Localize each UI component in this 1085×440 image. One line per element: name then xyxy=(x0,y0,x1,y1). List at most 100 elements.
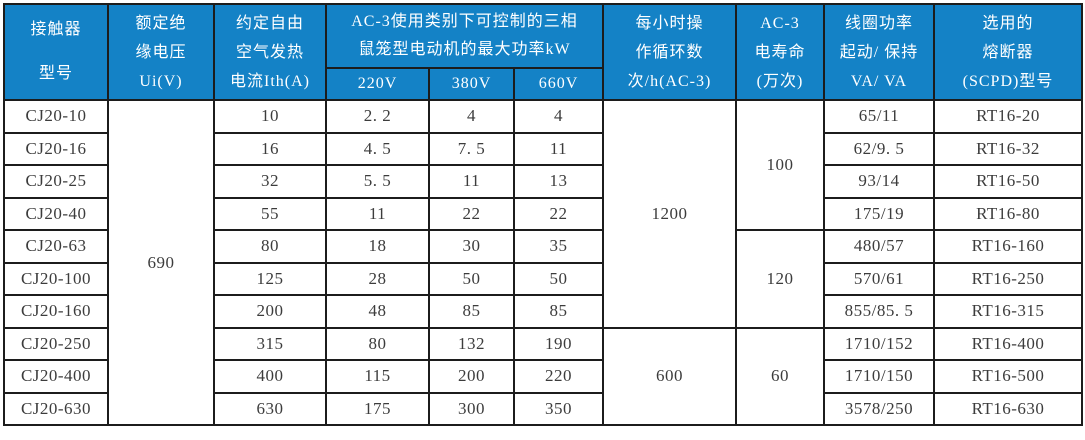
table-row: CJ20-100 125 28 50 50 570/61 RT16-250 xyxy=(3,261,1083,296)
header-insulation-voltage: 额定绝 缘电压 Ui(V) xyxy=(107,3,215,101)
cell-coil: 480/57 xyxy=(823,229,935,264)
cell-p660: 350 xyxy=(513,391,604,426)
cell-p660: 85 xyxy=(513,294,604,329)
cell-coil: 855/85. 5 xyxy=(823,294,935,329)
header-coil-line3: VA/ VA xyxy=(850,72,908,90)
header-life-line3: (万次) xyxy=(756,72,804,90)
cell-life-merged-60: 60 xyxy=(735,326,825,426)
cell-p660: 22 xyxy=(513,196,604,231)
cell-ith: 400 xyxy=(213,359,327,394)
table-header: 接触器 型号 额定绝 缘电压 Ui(V) 约定自由 空气发热 电流Ith(A) … xyxy=(3,3,1083,101)
cell-p380: 200 xyxy=(428,359,515,394)
cell-fuse: RT16-250 xyxy=(933,261,1083,296)
header-ith-line1: 约定自由 xyxy=(235,14,304,32)
cell-model: CJ20-63 xyxy=(3,229,109,264)
cell-model: CJ20-630 xyxy=(3,391,109,426)
cell-fuse: RT16-500 xyxy=(933,359,1083,394)
header-ui-line1: 额定绝 xyxy=(135,14,187,32)
cell-p380: 4 xyxy=(428,99,515,134)
cell-ith: 200 xyxy=(213,294,327,329)
header-coil-power: 线圈功率 起动/ 保持 VA/ VA xyxy=(823,3,935,101)
cell-coil: 1710/152 xyxy=(823,326,935,361)
cell-p220: 28 xyxy=(325,261,430,296)
cell-fuse: RT16-630 xyxy=(933,391,1083,426)
cell-model: CJ20-400 xyxy=(3,359,109,394)
cell-coil: 93/14 xyxy=(823,164,935,199)
cell-coil: 3578/250 xyxy=(823,391,935,426)
cell-coil: 62/9. 5 xyxy=(823,131,935,166)
cell-fuse: RT16-315 xyxy=(933,294,1083,329)
header-model-line1: 接触器 xyxy=(30,21,82,38)
header-model: 接触器 型号 xyxy=(3,3,109,101)
header-380v: 380V xyxy=(428,67,515,101)
header-cycles-per-hour: 每小时操 作循环数 次/h(AC-3) xyxy=(602,3,737,101)
header-fuse-line2: 熔断器 xyxy=(982,43,1034,61)
header-life-line2: 电寿命 xyxy=(754,43,806,61)
cell-model: CJ20-16 xyxy=(3,131,109,166)
header-660v: 660V xyxy=(513,67,604,101)
cell-life-merged-120: 120 xyxy=(735,229,825,329)
cell-p380: 11 xyxy=(428,164,515,199)
table-row: CJ20-16 16 4. 5 7. 5 11 62/9. 5 RT16-32 xyxy=(3,131,1083,166)
header-life-line1: AC-3 xyxy=(760,14,800,32)
header-cycles-line1: 每小时操 xyxy=(635,14,704,32)
table-body: CJ20-10 690 10 2. 2 4 4 1200 100 65/11 R… xyxy=(3,99,1083,426)
cell-model: CJ20-10 xyxy=(3,99,109,134)
header-power-group-line1: AC-3使用类别下可控制的三相 xyxy=(351,13,578,30)
cell-fuse: RT16-50 xyxy=(933,164,1083,199)
cell-ith: 32 xyxy=(213,164,327,199)
cell-p220: 115 xyxy=(325,359,430,394)
header-electrical-life: AC-3 电寿命 (万次) xyxy=(735,3,825,101)
header-coil-line2: 起动/ 保持 xyxy=(839,43,919,61)
cell-coil: 175/19 xyxy=(823,196,935,231)
cell-p660: 220 xyxy=(513,359,604,394)
header-ui-line3: Ui(V) xyxy=(139,72,183,90)
cell-p220: 5. 5 xyxy=(325,164,430,199)
cell-p220: 4. 5 xyxy=(325,131,430,166)
cell-life-merged-100: 100 xyxy=(735,99,825,231)
cell-coil: 65/11 xyxy=(823,99,935,134)
cell-p220: 11 xyxy=(325,196,430,231)
header-cycles-line3: 次/h(AC-3) xyxy=(627,72,712,90)
cell-cycles-merged-600: 600 xyxy=(602,326,737,426)
cell-p380: 30 xyxy=(428,229,515,264)
table-row: CJ20-63 80 18 30 35 120 480/57 RT16-160 xyxy=(3,229,1083,329)
table-row: CJ20-40 55 11 22 22 175/19 RT16-80 xyxy=(3,196,1083,231)
cell-p380: 132 xyxy=(428,326,515,361)
cell-p660: 35 xyxy=(513,229,604,264)
table-row: CJ20-160 200 48 85 85 855/85. 5 RT16-315 xyxy=(3,294,1083,329)
header-fuse-line1: 选用的 xyxy=(982,14,1034,32)
cell-ith: 80 xyxy=(213,229,327,264)
cell-ith: 16 xyxy=(213,131,327,166)
cell-ith: 630 xyxy=(213,391,327,426)
cell-coil: 1710/150 xyxy=(823,359,935,394)
header-power-group: AC-3使用类别下可控制的三相 鼠笼型电动机的最大功率kW xyxy=(325,3,604,69)
cell-p660: 190 xyxy=(513,326,604,361)
cell-p380: 50 xyxy=(428,261,515,296)
cell-model: CJ20-40 xyxy=(3,196,109,231)
cell-p220: 2. 2 xyxy=(325,99,430,134)
cell-p380: 300 xyxy=(428,391,515,426)
header-ith-line3: 电流Ith(A) xyxy=(230,72,310,90)
cell-ui-merged: 690 xyxy=(107,99,215,426)
cell-model: CJ20-25 xyxy=(3,164,109,199)
header-model-line2: 型号 xyxy=(38,65,73,82)
table-row: CJ20-630 630 175 300 350 3578/250 RT16-6… xyxy=(3,391,1083,426)
header-ith-line2: 空气发热 xyxy=(235,43,304,61)
cell-p660: 11 xyxy=(513,131,604,166)
header-fuse-type: 选用的 熔断器 (SCPD)型号 xyxy=(933,3,1083,101)
cell-p660: 50 xyxy=(513,261,604,296)
contactor-spec-table: 接触器 型号 额定绝 缘电压 Ui(V) 约定自由 空气发热 电流Ith(A) … xyxy=(3,3,1083,426)
cell-fuse: RT16-160 xyxy=(933,229,1083,264)
cell-p380: 22 xyxy=(428,196,515,231)
cell-p660: 13 xyxy=(513,164,604,199)
table-row: CJ20-250 315 80 132 190 600 60 1710/152 … xyxy=(3,326,1083,426)
header-ui-line2: 缘电压 xyxy=(135,43,187,61)
cell-ith: 315 xyxy=(213,326,327,361)
header-cycles-line2: 作循环数 xyxy=(635,43,704,61)
cell-p220: 18 xyxy=(325,229,430,264)
cell-p220: 48 xyxy=(325,294,430,329)
header-power-group-line2: 鼠笼型电动机的最大功率kW xyxy=(358,41,571,58)
header-row-sub: 220V 380V 660V xyxy=(4,67,1082,101)
cell-p380: 7. 5 xyxy=(428,131,515,166)
